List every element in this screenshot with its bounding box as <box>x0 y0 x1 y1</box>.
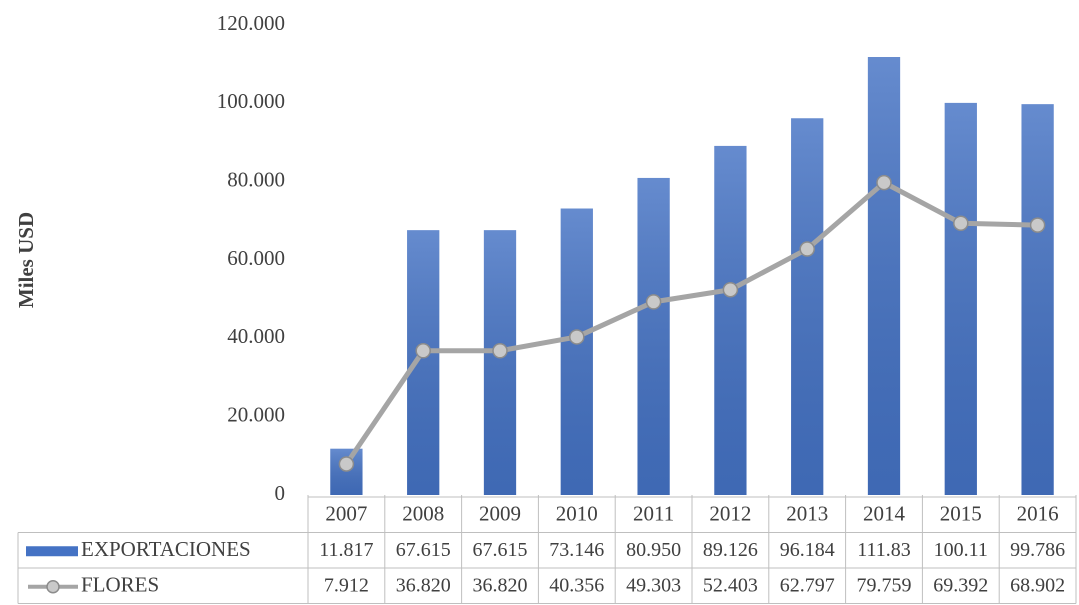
table-value: 49.303 <box>626 574 681 596</box>
bar-shade <box>944 102 977 495</box>
table-value: 11.817 <box>319 539 373 561</box>
table-value: 79.759 <box>857 574 912 596</box>
marker <box>722 282 739 298</box>
bar-shade <box>637 177 670 495</box>
legend-key <box>46 580 60 594</box>
x-tick-label: 2012 <box>709 502 751 526</box>
table-value: 111.83 <box>857 539 911 561</box>
table-value: 100.11 <box>934 539 988 561</box>
table-value: 67.615 <box>396 539 451 561</box>
x-tick-label: 2013 <box>786 502 828 526</box>
marker <box>492 343 508 359</box>
y-axis-title: Miles USD <box>14 212 38 308</box>
y-tick-label: 40.000 <box>227 324 285 348</box>
x-tick-label: 2015 <box>940 502 982 526</box>
bar-shade <box>330 448 363 495</box>
bar-shade <box>867 56 901 495</box>
legend-label: FLORES <box>81 573 159 597</box>
line <box>344 180 1038 466</box>
x-tick-label: 2007 <box>325 502 367 526</box>
x-tick-label: 2009 <box>479 502 521 526</box>
table-value: 89.126 <box>703 539 758 561</box>
table-value: 99.786 <box>1010 539 1065 561</box>
marker <box>569 329 585 345</box>
table-value: 40.356 <box>549 574 604 596</box>
table-value: 67.615 <box>473 539 528 561</box>
y-tick-label: 20.000 <box>227 402 285 426</box>
y-tick-label: 80.000 <box>227 167 285 191</box>
legend-key <box>26 546 78 557</box>
y-tick-label: 100.000 <box>217 89 285 113</box>
y-tick-label: 120.000 <box>217 11 285 35</box>
bar-shade <box>1021 104 1054 495</box>
table-value: 80.950 <box>626 539 681 561</box>
marker <box>645 294 662 310</box>
x-tick-label: 2011 <box>633 502 674 526</box>
table-value: 96.184 <box>780 539 835 561</box>
table-value: 7.912 <box>324 574 369 596</box>
bar-shade <box>483 230 517 496</box>
x-tick-label: 2016 <box>1017 502 1059 526</box>
table-value: 68.902 <box>1010 574 1065 596</box>
table-value: 52.403 <box>703 574 758 596</box>
marker <box>415 343 431 359</box>
x-tick-label: 2014 <box>863 502 906 526</box>
x-tick-label: 2008 <box>402 502 444 526</box>
table-value: 36.820 <box>473 574 528 596</box>
y-tick-label: 60.000 <box>227 246 285 270</box>
legend-label: EXPORTACIONES <box>81 537 251 561</box>
marker <box>876 174 892 191</box>
marker <box>953 215 969 231</box>
y-tick-label: 0 <box>275 481 286 505</box>
bar-shade <box>791 118 824 496</box>
x-tick-label: 2010 <box>556 502 598 526</box>
bar-shade <box>714 145 747 496</box>
marker <box>799 241 815 257</box>
bar-shade <box>560 208 593 495</box>
table-value: 36.820 <box>396 574 451 596</box>
table-value: 73.146 <box>549 539 604 561</box>
table-value: 69.392 <box>933 574 988 596</box>
table-value: 62.797 <box>780 574 835 596</box>
marker <box>338 456 355 472</box>
marker <box>1029 217 1046 233</box>
bar-shade <box>407 230 440 496</box>
